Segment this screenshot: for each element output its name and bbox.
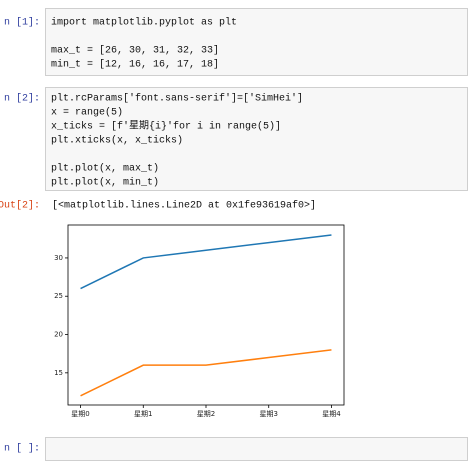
y-tick-label: 15 (54, 369, 63, 377)
code-line: plt.plot(x, min_t) (51, 177, 159, 189)
code-line: x_ticks = [f'星期{i}'for i in range(5)] (51, 120, 281, 133)
output-text: [<matplotlib.lines.Line2D at 0x1fe93619a… (52, 200, 316, 212)
plot-area (67, 224, 345, 406)
code-line: import matplotlib.pyplot as plt (51, 17, 237, 29)
cell-prompt: n [2]: (4, 93, 40, 105)
code-line: x = range(5) (51, 107, 123, 119)
x-tick-label: 星期4 (322, 410, 341, 418)
x-tick-label: 星期2 (197, 410, 215, 418)
line-series (80, 234, 332, 290)
code-line: plt.xticks(x, x_ticks) (51, 135, 183, 147)
code-cell[interactable] (45, 87, 468, 191)
code-cell[interactable] (45, 437, 468, 461)
code-line: min_t = [12, 16, 16, 17, 18] (51, 59, 219, 71)
output-prompt: Out[2]: (0, 200, 40, 212)
y-tick-label: 20 (54, 331, 63, 339)
y-tick-label: 30 (54, 254, 63, 262)
line-series (80, 349, 332, 397)
x-tick-label: 星期3 (259, 410, 277, 418)
code-line: max_t = [26, 30, 31, 32, 33] (51, 45, 219, 57)
y-tick-label: 25 (54, 292, 63, 300)
cell-prompt: n [ ]: (4, 443, 40, 455)
x-tick-label: 星期1 (134, 410, 152, 418)
code-line: plt.plot(x, max_t) (51, 163, 159, 175)
code-cell[interactable] (45, 8, 468, 76)
cell-prompt: n [1]: (4, 17, 40, 29)
code-line: plt.rcParams['font.sans-serif']=['SimHei… (51, 93, 303, 105)
x-tick-label: 星期0 (71, 410, 89, 418)
